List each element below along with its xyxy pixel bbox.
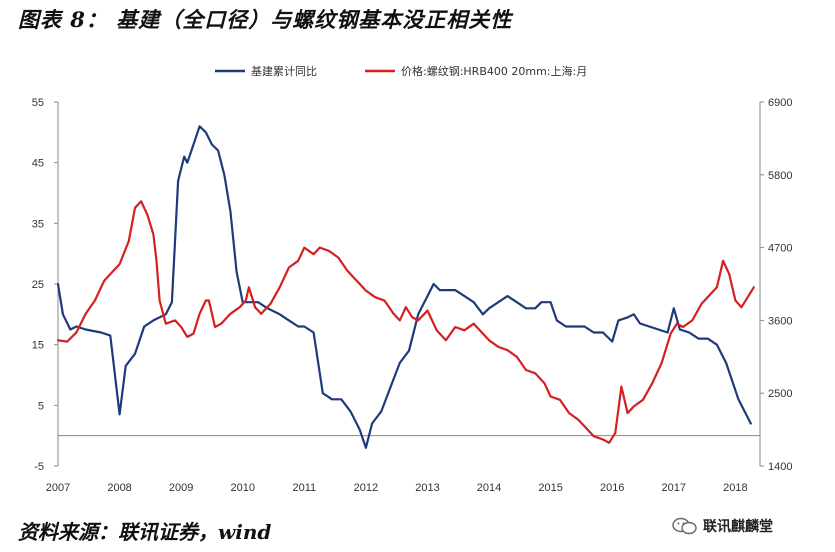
right-tick-label: 1400 xyxy=(768,461,792,473)
legend-item-infrastructure-label: 基建累计同比 xyxy=(251,64,317,78)
watermark-text: 联讯麒麟堂 xyxy=(703,519,773,535)
legend-item-rebar-price-label: 价格:螺纹钢:HRB400 20mm:上海:月 xyxy=(401,64,587,78)
right-tick-label: 5800 xyxy=(768,170,792,182)
left-tick-label: 5 xyxy=(38,400,44,412)
series-line-infrastructure xyxy=(56,125,752,449)
figure-title: 图表 8： 基建（全口径）与螺纹钢基本没正相关性 xyxy=(18,7,513,32)
left-tick-label: 15 xyxy=(32,340,44,352)
chart-series xyxy=(56,125,755,449)
chart-legend: 基建累计同比 价格:螺纹钢:HRB400 20mm:上海:月 xyxy=(215,64,587,78)
right-tick-label: 6900 xyxy=(768,97,792,109)
x-tick-label: 2012 xyxy=(354,482,378,494)
left-tick-label: 55 xyxy=(32,97,44,109)
left-tick-label: 45 xyxy=(32,158,44,170)
x-tick-label: 2013 xyxy=(415,482,439,494)
wechat-icon xyxy=(672,517,697,535)
wechat-watermark: 联讯麒麟堂 xyxy=(672,516,773,536)
x-tick-label: 2009 xyxy=(169,482,193,494)
right-tick-label: 2500 xyxy=(768,388,792,400)
x-tick-label: 2015 xyxy=(538,482,562,494)
x-tick-label: 2014 xyxy=(477,482,501,494)
left-tick-label: -5 xyxy=(34,461,44,473)
figure-source: 资料来源：联讯证券，wind xyxy=(18,520,272,544)
series-line-rebar-price xyxy=(56,200,755,444)
right-tick-label: 4700 xyxy=(768,243,792,255)
x-tick-label: 2018 xyxy=(723,482,747,494)
x-tick-label: 2017 xyxy=(662,482,686,494)
x-tick-label: 2010 xyxy=(230,482,254,494)
chart-axes: 55 45 35 25 15 5 -5 6900 5800 4700 3600 2500 1400 200… xyxy=(32,97,793,494)
x-tick-label: 2007 xyxy=(46,482,70,494)
right-tick-label: 3600 xyxy=(768,315,792,327)
left-tick-label: 35 xyxy=(32,218,44,230)
x-tick-label: 2011 xyxy=(292,482,316,494)
x-tick-label: 2016 xyxy=(600,482,624,494)
left-tick-label: 25 xyxy=(32,279,44,291)
x-tick-label: 2008 xyxy=(107,482,131,494)
